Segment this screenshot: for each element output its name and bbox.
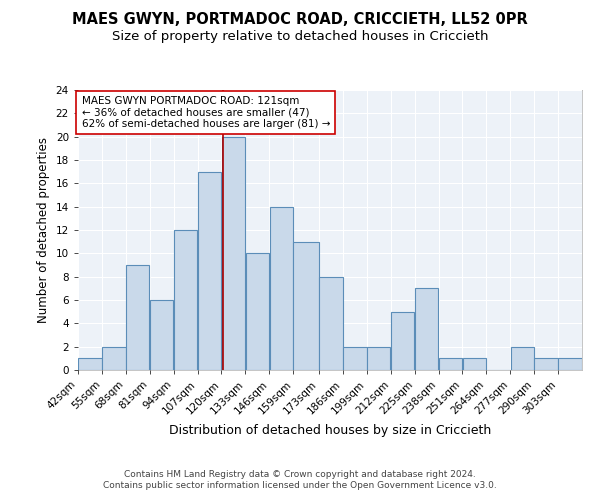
Bar — [222, 136, 245, 370]
Bar — [463, 358, 486, 370]
Bar — [439, 358, 462, 370]
Text: MAES GWYN, PORTMADOC ROAD, CRICCIETH, LL52 0PR: MAES GWYN, PORTMADOC ROAD, CRICCIETH, LL… — [72, 12, 528, 28]
Bar — [319, 276, 343, 370]
Text: Contains HM Land Registry data © Crown copyright and database right 2024.: Contains HM Land Registry data © Crown c… — [124, 470, 476, 479]
Bar — [78, 358, 101, 370]
Text: MAES GWYN PORTMADOC ROAD: 121sqm
← 36% of detached houses are smaller (47)
62% o: MAES GWYN PORTMADOC ROAD: 121sqm ← 36% o… — [82, 96, 330, 129]
Bar — [126, 265, 149, 370]
Bar — [415, 288, 438, 370]
Bar — [367, 346, 391, 370]
Bar — [150, 300, 173, 370]
Bar — [269, 206, 293, 370]
Bar — [559, 358, 582, 370]
Bar — [343, 346, 367, 370]
Bar — [535, 358, 558, 370]
Bar — [198, 172, 221, 370]
Bar — [511, 346, 534, 370]
X-axis label: Distribution of detached houses by size in Criccieth: Distribution of detached houses by size … — [169, 424, 491, 437]
Bar — [174, 230, 197, 370]
Bar — [102, 346, 125, 370]
Text: Contains public sector information licensed under the Open Government Licence v3: Contains public sector information licen… — [103, 481, 497, 490]
Bar — [293, 242, 319, 370]
Y-axis label: Number of detached properties: Number of detached properties — [37, 137, 50, 323]
Text: Size of property relative to detached houses in Criccieth: Size of property relative to detached ho… — [112, 30, 488, 43]
Bar — [391, 312, 415, 370]
Bar — [245, 254, 269, 370]
